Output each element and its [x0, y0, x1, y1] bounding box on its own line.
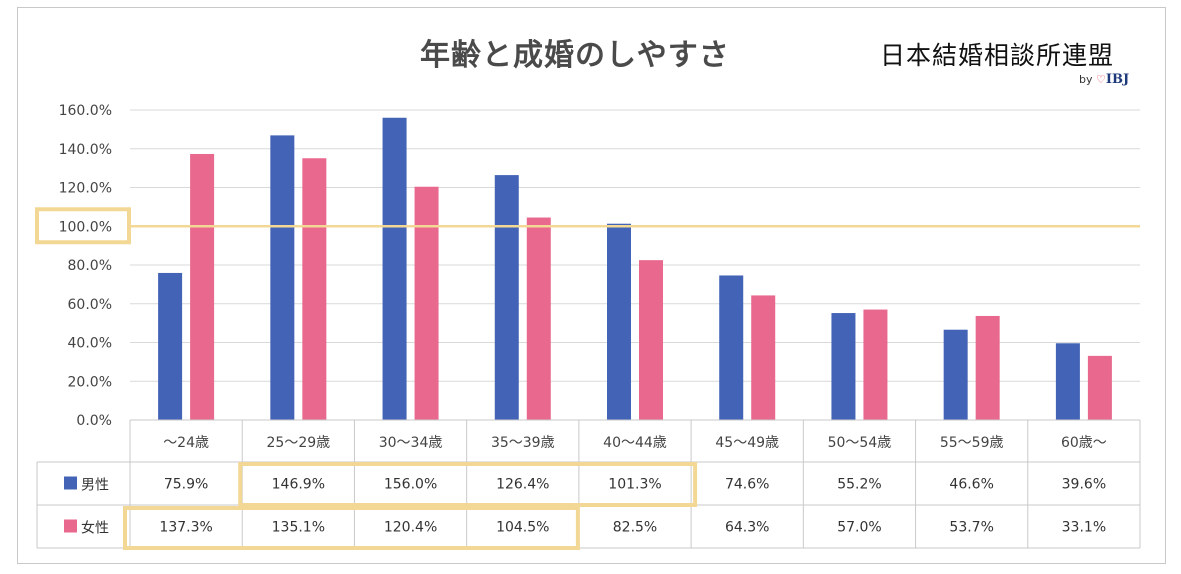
y-tick-label: 80.0%	[68, 258, 112, 274]
bar-male	[270, 135, 295, 420]
bar-female	[975, 315, 1000, 420]
legend-swatch-male	[64, 476, 77, 490]
category-label: 45〜49歳	[715, 435, 779, 451]
table-cell: 46.6%	[949, 477, 993, 493]
category-label: 25〜29歳	[267, 435, 331, 451]
y-tick-label: 100.0%	[59, 219, 112, 235]
bar-female	[751, 295, 776, 420]
legend-label-male: 男性	[81, 478, 109, 494]
bar-female	[190, 153, 215, 420]
bar-male	[831, 313, 856, 420]
brand-logo: by ♡IBJ	[1079, 72, 1129, 87]
bar-male	[158, 272, 183, 420]
legend-label-female: 女性	[81, 520, 109, 537]
table-cell: 104.5%	[496, 520, 549, 536]
table-cell: 33.1%	[1062, 520, 1106, 536]
category-label: 40〜44歳	[603, 435, 667, 451]
legend-swatch-female	[64, 519, 77, 533]
table-cell: 82.5%	[613, 520, 657, 536]
y-tick-label: 40.0%	[68, 336, 112, 352]
table-cell: 39.6%	[1062, 477, 1106, 493]
table-cell: 75.9%	[164, 477, 208, 493]
y-tick-label: 160.0%	[59, 103, 112, 119]
y-tick-label: 140.0%	[59, 142, 112, 158]
brand-logo-text: IBJ	[1105, 72, 1130, 87]
table-cell: 146.9%	[272, 477, 325, 493]
bar-female	[863, 309, 888, 420]
y-tick-label: 20.0%	[68, 374, 112, 390]
brand-by: by	[1079, 73, 1093, 86]
table-cell: 53.7%	[949, 520, 993, 536]
bar-male	[719, 275, 744, 420]
bar-female	[414, 186, 439, 420]
highlight-box-male	[238, 462, 698, 507]
bar-male	[382, 117, 407, 420]
table-cell: 156.0%	[384, 477, 437, 493]
category-label: 55〜59歳	[940, 435, 1004, 451]
bar-female	[1087, 355, 1112, 420]
bar-female	[302, 158, 327, 420]
category-label: 60歳〜	[1061, 435, 1107, 451]
bar-male	[607, 223, 631, 420]
highlight-box-female	[123, 506, 580, 550]
bar-male	[943, 329, 968, 420]
table-cell: 120.4%	[384, 520, 437, 536]
table-cell: 135.1%	[272, 520, 325, 536]
chart-title: 年齢と成婚のしやすさ	[420, 38, 730, 73]
table-cell: 55.2%	[837, 477, 881, 493]
table-cell: 126.4%	[496, 477, 549, 493]
bar-female	[526, 217, 551, 420]
bar-female	[639, 260, 663, 420]
category-label: 30〜34歳	[379, 435, 443, 451]
category-label: 35〜39歳	[491, 435, 555, 451]
y-tick-label: 120.0%	[59, 181, 112, 197]
heart-icon: ♡	[1096, 73, 1106, 86]
table-cell: 57.0%	[837, 520, 881, 536]
y-tick-label: 0.0%	[76, 413, 112, 429]
table-cell: 64.3%	[725, 520, 769, 536]
bar-male	[1055, 343, 1080, 420]
table-cell: 137.3%	[159, 520, 212, 536]
highlight-box-100	[35, 207, 131, 245]
table-cell: 74.6%	[725, 477, 769, 493]
category-label: 50〜54歳	[828, 435, 892, 451]
bar-male	[494, 175, 519, 420]
table-cell: 101.3%	[608, 477, 661, 493]
y-tick-label: 60.0%	[68, 297, 112, 313]
brand-name: 日本結婚相談所連盟	[880, 41, 1115, 70]
category-label: 〜24歳	[163, 435, 209, 451]
